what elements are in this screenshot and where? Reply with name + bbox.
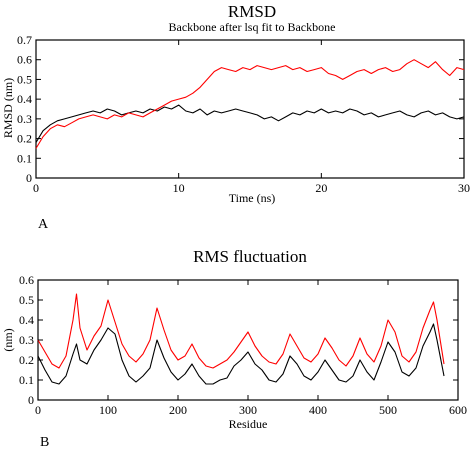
chart-a-subtitle: Backbone after lsq fit to Backbone xyxy=(169,20,336,34)
chart-a-series-line-0 xyxy=(35,104,465,143)
chart-a-series-line-1 xyxy=(35,59,465,149)
chart-b-title: RMS fluctuation xyxy=(193,247,307,266)
chart-b-panel-label: B xyxy=(40,435,49,450)
chart-b-x-tick-label: 200 xyxy=(169,403,187,417)
chart-b-series-line-1 xyxy=(37,293,445,369)
chart-b-y-tick-label: 0.2 xyxy=(19,353,34,367)
rms-fluctuation-chart: RMS fluctuation 0 100 200 300 400 500 600 0 0.1 0… xyxy=(1,247,467,450)
rmsd-chart: RMSD Backbone after lsq fit to Backbone … xyxy=(1,2,470,232)
chart-a-y-axis-label: RMSD (nm) xyxy=(1,78,15,138)
chart-b-y-axis-label: (nm) xyxy=(1,328,15,351)
chart-b-y-tick-label: 0.4 xyxy=(19,313,34,327)
chart-a-y-tick-label: 0.5 xyxy=(17,72,32,86)
chart-a-x-tick-label: 0 xyxy=(33,181,39,195)
chart-a-x-axis-label: Time (ns) xyxy=(229,191,276,205)
chart-b-x-tick-label: 500 xyxy=(379,403,397,417)
chart-a-x-tick-label: 20 xyxy=(315,181,327,195)
chart-b-x-axis-label: Residue xyxy=(229,417,268,431)
chart-b-x-tick-label: 600 xyxy=(449,403,467,417)
chart-a-y-tick-label: 0.7 xyxy=(17,33,32,47)
chart-a-y-tick-label: 0.3 xyxy=(17,112,32,126)
chart-b-x-tick-label: 100 xyxy=(99,403,117,417)
chart-a-y-tick-label: 0.6 xyxy=(17,53,32,67)
chart-b-y-tick-label: 0.5 xyxy=(19,293,34,307)
chart-b-series-line-0 xyxy=(37,323,445,385)
chart-b-y-tick-label: 0.6 xyxy=(19,273,34,287)
chart-b-x-tick-label: 400 xyxy=(309,403,327,417)
chart-b-x-tick-label: 0 xyxy=(35,403,41,417)
chart-a-panel-label: A xyxy=(38,217,49,232)
chart-a-x-tick-label: 30 xyxy=(458,181,470,195)
chart-b-y-tick-label: 0 xyxy=(28,393,34,407)
chart-a-plot-frame xyxy=(35,39,465,179)
chart-a-y-tick-label: 0.4 xyxy=(17,92,32,106)
chart-a-y-tick-label: 0.1 xyxy=(17,151,32,165)
chart-a-title: RMSD xyxy=(228,2,276,21)
chart-a-x-tick-label: 10 xyxy=(173,181,185,195)
chart-b-y-tick-label: 0.1 xyxy=(19,373,34,387)
chart-b-x-tick-label: 300 xyxy=(239,403,257,417)
chart-b-y-tick-label: 0.3 xyxy=(19,333,34,347)
chart-a-y-tick-label: 0.2 xyxy=(17,132,32,146)
chart-a-y-tick-label: 0 xyxy=(26,171,32,185)
